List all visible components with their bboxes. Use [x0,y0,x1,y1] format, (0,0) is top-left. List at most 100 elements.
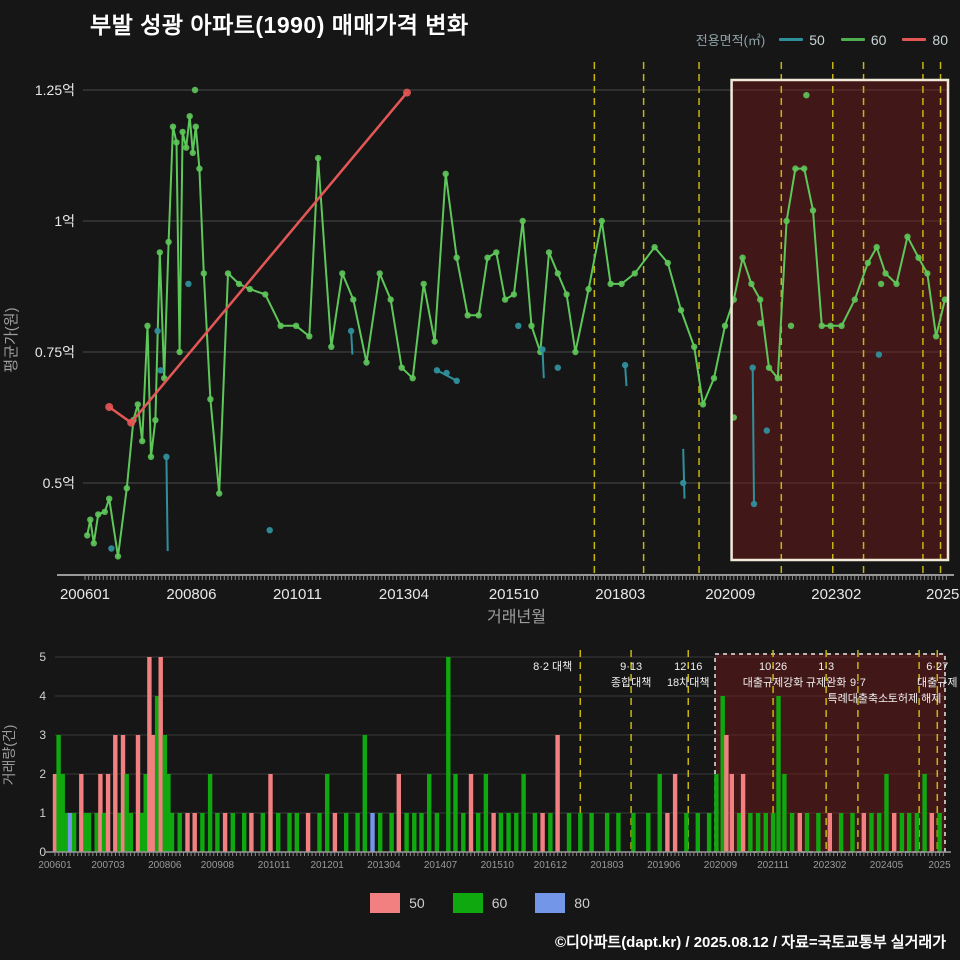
x-tick-label: 202009 [704,860,738,871]
series-marker [631,270,638,277]
area-legend-item-50[interactable]: 50 [779,32,825,48]
series-marker [818,322,825,329]
volume-bar [162,735,167,852]
series-marker [87,516,94,523]
series-marker [721,322,729,329]
volume-bar [589,813,594,852]
series-marker [114,553,122,560]
volume-bar [268,774,273,852]
legend-label: 60 [491,895,508,911]
area-legend-items: 50 60 80 [779,32,948,48]
series-marker [664,259,671,267]
series-marker [176,348,183,356]
series-marker [783,217,790,225]
series-marker [192,123,199,130]
series-line [751,367,755,505]
series-line [165,456,169,552]
series-marker [292,322,300,329]
series-marker [528,322,535,329]
series-marker [877,280,885,288]
series-marker [433,367,441,374]
series-marker [363,359,370,366]
policy-annotation: 18차대책 [667,676,710,689]
volume-bar [877,813,882,852]
volume-legend-item-60[interactable]: 60 [452,893,508,913]
volume-bar [378,813,383,852]
volume-bar [434,813,440,852]
series-marker [185,280,192,288]
x-tick-label: 200806 [166,586,216,603]
series-marker [165,238,172,246]
volume-bar [476,813,481,852]
volume-bar [748,813,753,852]
volume-bar [158,657,163,852]
y-tick-label: 0.75억 [35,344,75,360]
area-legend-item-60[interactable]: 60 [840,31,887,48]
volume-bar [922,774,927,852]
volume-legend-item-80[interactable]: 80 [535,893,590,913]
series-marker [200,270,207,277]
volume-bar [907,813,912,852]
series-marker [792,165,799,172]
legend-label: 50 [409,895,425,911]
series-marker [748,280,755,288]
series-marker [585,285,592,293]
series-marker [621,361,629,369]
volume-bar [151,735,156,852]
series-marker [108,545,115,552]
series-marker [915,254,922,261]
volume-bar [362,735,367,852]
series-marker [262,291,269,298]
policy-annotation: 6·27 [926,661,948,673]
series-marker [545,249,553,256]
series-marker [680,479,687,487]
price-y-axis-title: 평균가(원) [3,307,20,372]
volume-bar [325,774,330,852]
series-marker [409,375,416,382]
volume-bar [143,774,148,852]
volume-bar [884,774,889,852]
volume-bar [827,813,832,852]
series-marker [431,338,438,345]
policy-annotation: 8·2 대책 [533,660,572,673]
volume-bar [540,813,545,852]
volume-bar [514,813,519,852]
legend-line-swatch [840,38,865,41]
area-legend: 전용면적(㎡) 50 60 80 [696,30,948,49]
volume-bar [370,813,375,852]
volume-bar [396,774,401,852]
x-tick-label: 201407 [424,860,458,871]
volume-bar [770,813,776,852]
area-legend-item-80[interactable]: 80 [902,32,948,48]
series-marker [134,401,141,408]
series-marker [106,495,113,502]
x-tick-label: 200908 [201,860,235,871]
policy-annotation: 대출규제강화 [743,676,804,689]
volume-legend: 50 60 80 [0,893,960,913]
volume-bar [404,813,409,852]
volume-bar [412,813,417,852]
volume-bar [317,813,322,852]
volume-bar [128,813,133,852]
series-marker [710,375,718,382]
volume-bar [657,774,662,852]
legend-label: 60 [870,31,887,48]
series-marker [387,296,394,303]
series-marker [539,346,546,353]
y-tick-label: 2 [39,767,46,781]
volume-y-axis-title: 거래량(건) [1,725,17,786]
x-tick-label: 201803 [590,860,624,871]
volume-legend-item-50[interactable]: 50 [370,893,425,913]
series-marker [84,532,91,539]
legend-square-swatch [535,893,566,913]
volume-bar [720,696,725,852]
y-tick-label: 5 [39,650,46,664]
policy-annotation: 10·26 [759,661,787,673]
volume-bar [192,813,197,852]
volume-bar [215,813,220,852]
x-tick-label: 201304 [367,860,401,871]
volume-bar [56,735,61,852]
volume-bar [200,813,205,852]
volume-bar [665,813,670,852]
volume-bar [98,774,103,852]
